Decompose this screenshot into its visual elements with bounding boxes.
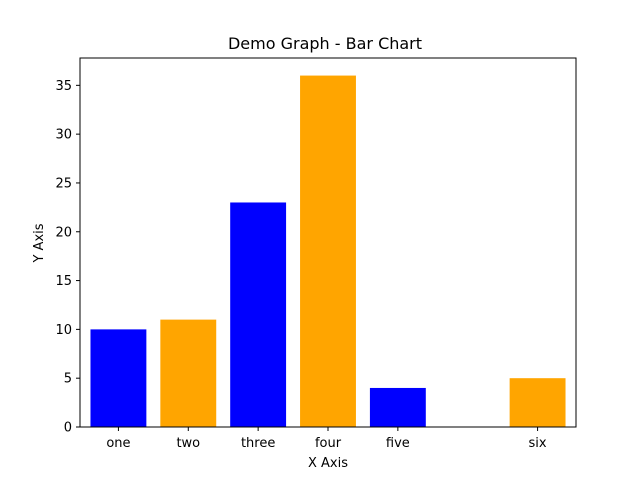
bar-six	[509, 378, 566, 427]
y-tick-label: 20	[55, 225, 72, 240]
y-tick-label: 5	[64, 372, 72, 387]
bar-one	[90, 329, 147, 427]
chart-title: Demo Graph - Bar Chart	[228, 34, 422, 53]
bar-three	[230, 202, 287, 427]
bar-two	[160, 319, 217, 427]
y-tick-label: 30	[55, 128, 72, 143]
bar-four	[300, 75, 356, 428]
x-tick-label-six: six	[529, 436, 547, 451]
bars-group	[90, 75, 566, 428]
y-tick-label: 15	[55, 274, 72, 289]
x-axis-label: X Axis	[308, 456, 348, 471]
plot-frame	[79, 57, 577, 428]
y-tick-label: 0	[64, 421, 72, 436]
x-tick-label-four: four	[315, 436, 342, 451]
y-axis-label: Y Axis	[32, 223, 47, 263]
x-tick-label-one: one	[106, 436, 130, 451]
x-tick-label-two: two	[176, 436, 200, 451]
y-tick-label: 35	[55, 79, 72, 94]
y-tick-label: 25	[55, 176, 72, 191]
y-axis-ticks: 0 5 10 15 20 25 30 35	[55, 79, 80, 436]
x-tick-label-three: three	[241, 436, 275, 451]
x-axis-ticks: one two three four five six	[106, 427, 547, 451]
x-tick-label-five: five	[386, 436, 410, 451]
y-tick-label: 10	[55, 323, 72, 338]
bar-five	[369, 387, 426, 427]
